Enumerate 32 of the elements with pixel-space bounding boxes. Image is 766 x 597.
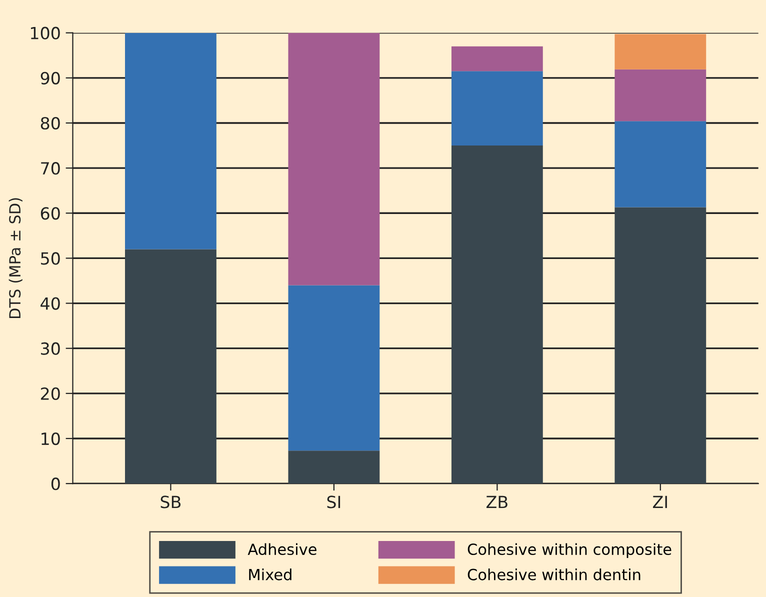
y-tick-label: 80 [40,116,60,130]
y-tick-label: 60 [40,207,60,220]
bar [451,146,543,484]
bar [288,32,380,286]
y-tick-label: 50 [41,252,60,265]
x-tick-label: ZI [652,496,667,508]
y-tick-label: 10 [42,432,60,446]
legend-label: Mixed [249,568,292,580]
y-tick-label: 100 [30,26,60,40]
y-axis-title: DTS (MPa ± SD) [8,198,22,318]
bar [125,32,216,250]
legend-label: Cohesive within composite [468,543,672,558]
y-tick-label: 40 [40,297,60,310]
y-tick-label: 90 [40,72,60,84]
x-tick-label: SI [327,496,340,508]
x-tick-label: SB [160,496,181,508]
bar [451,46,543,72]
x-tick-label: ZB [486,496,508,508]
bar [451,71,543,146]
y-tick-label: 30 [41,342,60,355]
legend-label: Adhesive [248,543,316,556]
bar [288,285,380,451]
bar [125,249,216,484]
y-tick-label: 0 [51,478,60,490]
y-tick-label: 20 [40,387,60,400]
bar [614,34,706,70]
bar [288,450,380,484]
y-tick-label: 70 [41,162,60,175]
bar [614,69,706,122]
bar [614,207,706,484]
legend-label: Cohesive within dentin [468,568,640,580]
bar [614,121,706,208]
